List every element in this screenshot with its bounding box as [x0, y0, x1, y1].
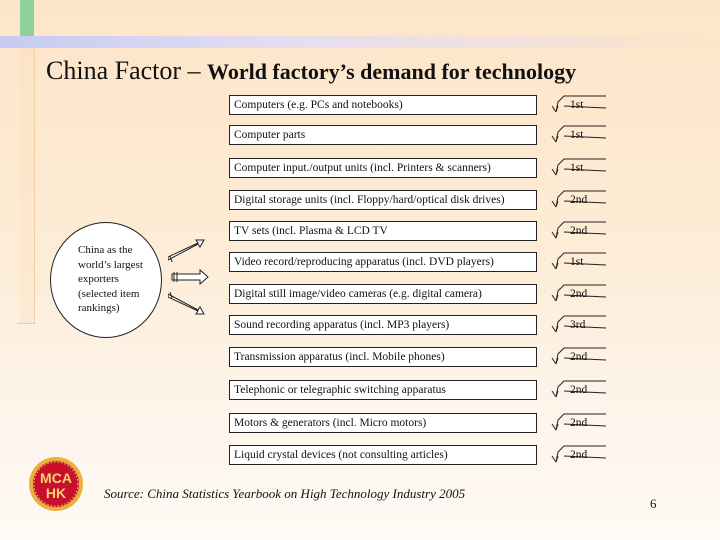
accent-bar-horizontal: [0, 36, 720, 48]
rank-label: 1st: [570, 129, 584, 141]
rank-badge: 2nd: [548, 444, 618, 464]
rank-badge: 2nd: [548, 283, 618, 303]
rank-ribbon-icon: [551, 413, 607, 431]
rank-badge: 2nd: [548, 412, 618, 432]
rank-ribbon-icon: [551, 158, 607, 176]
rank-ribbon-icon: [551, 252, 607, 270]
list-item: Digital still image/video cameras (e.g. …: [229, 284, 537, 304]
rank-ribbon-icon: [551, 190, 607, 208]
list-item: Computers (e.g. PCs and notebooks): [229, 95, 537, 115]
mca-hk-logo: MCA HK: [29, 457, 83, 511]
list-item: Computer input./output units (incl. Prin…: [229, 158, 537, 178]
rank-ribbon-icon: [551, 284, 607, 302]
rank-ribbon-icon: [551, 380, 607, 398]
list-item: TV sets (incl. Plasma & LCD TV: [229, 221, 537, 241]
divider: [17, 323, 35, 324]
rank-badge: 2nd: [548, 189, 618, 209]
rank-badge: 2nd: [548, 220, 618, 240]
rank-label: 2nd: [570, 449, 588, 461]
title-part-1: China Factor –: [46, 56, 208, 85]
rank-badge: 1st: [548, 251, 618, 271]
rank-label: 1st: [570, 99, 584, 111]
list-item: Liquid crystal devices (not consulting a…: [229, 445, 537, 465]
list-item: Sound recording apparatus (incl. MP3 pla…: [229, 315, 537, 335]
list-item: Video record/reproducing apparatus (incl…: [229, 252, 537, 272]
rank-label: 2nd: [570, 417, 588, 429]
list-item: Transmission apparatus (incl. Mobile pho…: [229, 347, 537, 367]
arrows-icon: [168, 239, 209, 315]
rank-ribbon-icon: [551, 315, 607, 333]
rank-label: 2nd: [570, 384, 588, 396]
list-item: Motors & generators (incl. Micro motors): [229, 413, 537, 433]
rank-badge: 1st: [548, 124, 618, 144]
rank-ribbon-icon: [551, 95, 607, 113]
rank-badge: 1st: [548, 157, 618, 177]
logo-text-bottom: HK: [46, 485, 66, 501]
rank-label: 2nd: [570, 194, 588, 206]
list-item: Telephonic or telegraphic switching appa…: [229, 380, 537, 400]
page-number: 6: [650, 496, 657, 511]
rank-badge: 2nd: [548, 379, 618, 399]
rank-ribbon-icon: [551, 445, 607, 463]
rank-label: 2nd: [570, 351, 588, 363]
rank-ribbon-icon: [551, 125, 607, 143]
rank-label: 2nd: [570, 225, 588, 237]
list-item: Digital storage units (incl. Floppy/hard…: [229, 190, 537, 210]
rank-badge: 2nd: [548, 346, 618, 366]
accent-bar-green: [20, 0, 34, 36]
summary-oval: China as the world’s largest exporters (…: [50, 222, 162, 338]
rank-label: 3rd: [570, 319, 586, 331]
rank-badge: 3rd: [548, 314, 618, 334]
rank-ribbon-icon: [551, 347, 607, 365]
rank-label: 1st: [570, 162, 584, 174]
rank-label: 2nd: [570, 288, 588, 300]
rank-ribbon-icon: [551, 221, 607, 239]
accent-bar-side: [20, 48, 35, 324]
source-note: Source: China Statistics Yearbook on Hig…: [104, 486, 466, 501]
list-item: Computer parts: [229, 125, 537, 145]
title-part-2: World factory’s demand for technology: [207, 59, 577, 84]
logo-text-top: MCA: [40, 470, 72, 486]
rank-label: 1st: [570, 256, 584, 268]
rank-badge: 1st: [548, 94, 618, 114]
slide-title: China Factor – World factory’s demand fo…: [46, 50, 576, 87]
oval-label: China as the world’s largest exporters (…: [78, 244, 143, 314]
